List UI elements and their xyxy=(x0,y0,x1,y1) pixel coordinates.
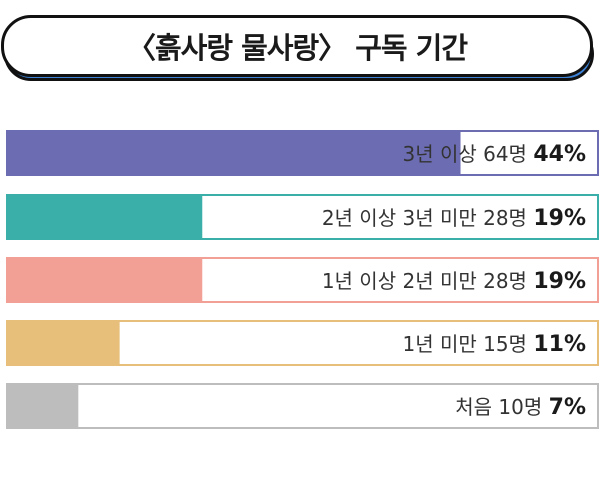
bar-1 xyxy=(6,130,461,176)
value-label-4: 11% xyxy=(533,332,586,357)
bar-label-4: 1년 미만 15명 11% xyxy=(402,332,586,357)
bar-track-5 xyxy=(6,383,599,429)
bar-5 xyxy=(6,383,79,429)
category-label-2: 2년 이상 3년 미만 28명 xyxy=(322,206,534,230)
bar-3 xyxy=(6,257,203,303)
value-label-3: 19% xyxy=(533,269,586,294)
value-label-5: 7% xyxy=(549,395,586,420)
category-label-4: 1년 미만 15명 xyxy=(402,332,533,356)
category-label-5: 처음 10명 xyxy=(455,395,548,419)
bar-label-2: 2년 이상 3년 미만 28명 19% xyxy=(322,206,586,231)
title-banner: 〈흙사랑 물사랑〉 구독 기간 xyxy=(1,15,593,77)
bar-label-5: 처음 10명 7% xyxy=(455,395,586,420)
bar-label-3: 1년 이상 2년 미만 28명 19% xyxy=(322,269,586,294)
value-label-2: 19% xyxy=(533,206,586,231)
value-label-1: 44% xyxy=(533,142,586,167)
bar-label-1: 3년 이상 64명 44% xyxy=(402,142,586,167)
bar-4 xyxy=(6,320,120,366)
category-label-3: 1년 이상 2년 미만 28명 xyxy=(322,269,534,293)
category-label-1: 3년 이상 64명 xyxy=(402,142,533,166)
bar-2 xyxy=(6,194,203,240)
chart-title: 〈흙사랑 물사랑〉 구독 기간 xyxy=(126,31,468,65)
